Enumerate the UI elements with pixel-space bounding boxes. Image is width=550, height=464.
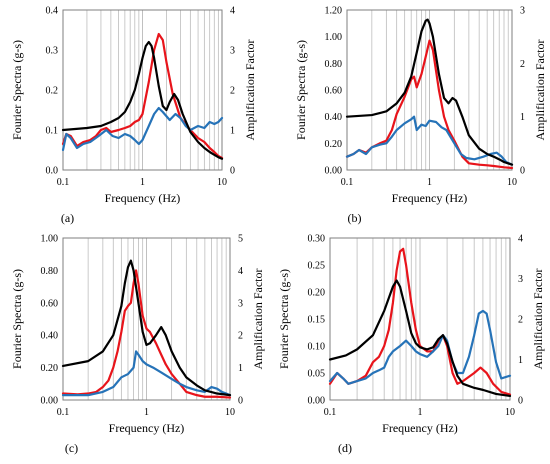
x-axis-title: Frequency (Hz) [105,191,181,205]
y-tick-label: 0.60 [325,86,343,97]
y-tick-label: 0.10 [308,342,326,353]
series-line [328,279,512,398]
y-axis-title: Fourier Spectra (g-s) [10,40,24,140]
x-tick-label: 0.1 [57,407,70,418]
x-tick-label: 10 [507,177,517,188]
y2-tick-label: 3 [238,298,243,309]
panel-label: (a) [61,211,74,225]
y-tick-label: 0.3 [46,46,59,57]
x-tick-label: 0.1 [341,177,354,188]
y-tick-label: 0.00 [41,396,59,407]
plot-frame [62,9,223,171]
y2-tick-label: 0 [520,166,525,177]
series-line [61,269,232,399]
y-tick-label: 0.00 [308,396,326,407]
panel-label: (b) [348,211,362,225]
chart-panel: 0.00 0.20 0.40 0.60 0.80 1.00 1.20 0 1 2 3 0.1 1 10 Fr… [294,6,547,226]
x-tick-label: 0.1 [324,407,337,418]
y2-axis-title: Amplification Factor [533,40,547,141]
y2-tick-label: 5 [238,234,243,245]
y-tick-label: 0.40 [41,331,59,342]
x-axis-title: Frequency (Hz) [382,421,458,435]
plot-frame [346,9,513,171]
series-line [61,40,224,160]
y-tick-label: 0.15 [308,315,326,326]
y2-tick-label: 2 [520,59,525,70]
x-tick-label: 1 [418,407,423,418]
y-tick-label: 0.80 [41,266,59,277]
x-axis-title: Frequency (Hz) [392,191,468,205]
plot-frame [62,237,231,401]
y-tick-label: 0.4 [46,6,59,17]
series-line [61,106,224,152]
y-tick-label: 0.20 [308,288,326,299]
y-tick-label: 0.30 [308,234,326,245]
y-tick-label: 0.60 [41,298,59,309]
y2-axis-title: Amplification Factor [251,269,265,370]
series-line [61,259,232,397]
y-tick-label: 0.0 [46,166,59,177]
y-axis-title: Fourier Spectra (g-s) [294,40,308,140]
y2-tick-label: 4 [238,266,243,277]
y2-tick-label: 1 [520,112,525,123]
y2-axis-title: Amplification Factor [531,269,545,370]
series-line [345,18,514,166]
y2-tick-label: 0 [238,396,243,407]
y-tick-label: 0.1 [46,126,59,137]
y-tick-label: 0.20 [41,363,59,374]
y-tick-label: 0.20 [325,139,343,150]
y2-tick-label: 2 [230,86,235,97]
y2-tick-label: 2 [518,315,523,326]
y2-tick-label: 3 [520,6,525,17]
x-tick-label: 1 [427,177,432,188]
x-tick-label: 10 [505,407,515,418]
y2-axis-title: Amplification Factor [243,40,257,141]
series-line [61,350,232,397]
y-tick-label: 0.2 [46,86,59,97]
series-line [61,32,224,160]
y2-tick-label: 0 [518,396,523,407]
y-tick-label: 0.05 [308,369,326,380]
y2-tick-label: 4 [518,234,523,245]
y-tick-label: 1.00 [325,32,343,43]
y-tick-label: 0.80 [325,59,343,70]
x-axis-title: Frequency (Hz) [109,421,185,435]
panel-label: (d) [338,441,352,455]
y-tick-label: 1.00 [41,234,59,245]
x-tick-label: 10 [217,177,227,188]
x-tick-label: 0.1 [57,177,70,188]
series-line [345,115,514,166]
chart-panel: 0.00 0.05 0.10 0.15 0.20 0.25 0.30 0 1 2 3 4 0.1 1 10 F… [277,234,545,456]
y2-tick-label: 2 [238,331,243,342]
y2-tick-label: 0 [230,166,235,177]
y-tick-label: 1.20 [325,6,343,17]
y-tick-label: 0.25 [308,261,326,272]
x-tick-label: 1 [140,177,145,188]
series-line [328,309,512,385]
panel-label: (c) [65,441,78,455]
y2-tick-label: 1 [238,363,243,374]
chart-panel: 0.00 0.20 0.40 0.60 0.80 1.00 0 1 2 3 4 5 0.1 1 10 Freq… [10,234,265,456]
x-tick-label: 10 [225,407,235,418]
y-axis-title: Fourier Spectra (g-s) [10,269,24,369]
y2-tick-label: 3 [230,46,235,57]
y-tick-label: 0.40 [325,112,343,123]
y-tick-label: 0.00 [325,166,343,177]
series-line [328,247,512,396]
plot-frame [329,237,511,401]
y2-tick-label: 1 [230,126,235,137]
y2-tick-label: 4 [230,6,235,17]
y-axis-title: Fourier Spectra (g-s) [277,269,291,369]
y2-tick-label: 3 [518,274,523,285]
x-tick-label: 1 [144,407,149,418]
y2-tick-label: 1 [518,355,523,366]
